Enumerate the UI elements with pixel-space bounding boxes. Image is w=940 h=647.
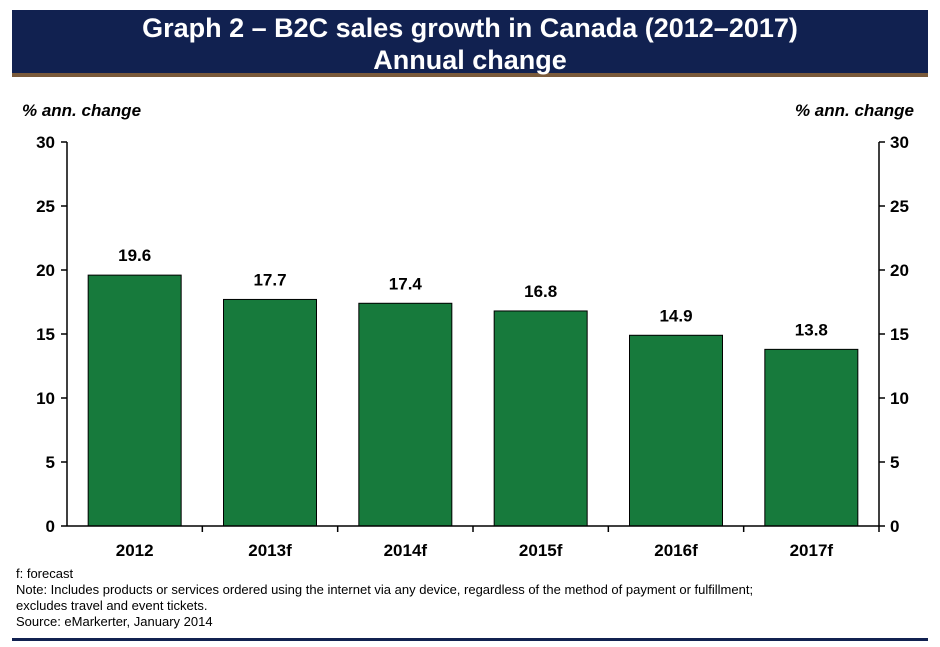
bar xyxy=(629,334,723,527)
chart-notes: f: forecast Note: Includes products or s… xyxy=(16,566,916,630)
category-label: 2013f xyxy=(248,541,292,560)
data-label: 17.7 xyxy=(253,270,286,289)
chart-title-bar: Graph 2 – B2C sales growth in Canada (20… xyxy=(12,10,928,77)
category-label: 2015f xyxy=(519,541,563,560)
y-tick-label-left: 30 xyxy=(36,133,55,152)
data-label: 14.9 xyxy=(659,306,692,325)
bar xyxy=(764,348,859,527)
y-axis-label-left: % ann. change xyxy=(22,101,141,120)
category-label: 2017f xyxy=(790,541,834,560)
category-label: 2012 xyxy=(116,541,154,560)
bar xyxy=(87,274,182,527)
y-tick-label-left: 25 xyxy=(36,197,55,216)
note-line-2: excludes travel and event tickets. xyxy=(16,598,208,613)
y-tick-label-right: 25 xyxy=(890,197,909,216)
chart-subtitle: Annual change xyxy=(373,45,567,75)
y-axis-label-right: % ann. change xyxy=(795,101,914,120)
y-tick-label-right: 20 xyxy=(890,261,909,280)
y-tick-label-left: 20 xyxy=(36,261,55,280)
bar xyxy=(223,298,317,527)
y-tick-label-left: 15 xyxy=(36,325,55,344)
source-note: Source: eMarkerter, January 2014 xyxy=(16,614,213,629)
category-label: 2016f xyxy=(654,541,698,560)
data-label: 13.8 xyxy=(795,320,828,339)
forecast-note: f: forecast xyxy=(16,566,74,581)
note-line-1: Note: Includes products or services orde… xyxy=(16,582,754,597)
y-tick-label-right: 5 xyxy=(890,453,899,472)
y-tick-label-left: 0 xyxy=(46,517,55,536)
category-label: 2014f xyxy=(384,541,428,560)
bar xyxy=(358,302,453,527)
y-tick-label-right: 30 xyxy=(890,133,909,152)
bar xyxy=(493,310,588,527)
y-tick-label-right: 0 xyxy=(890,517,899,536)
chart-title: Graph 2 – B2C sales growth in Canada (20… xyxy=(142,13,798,43)
data-label: 16.8 xyxy=(524,282,557,301)
y-tick-label-right: 15 xyxy=(890,325,909,344)
y-tick-label-right: 10 xyxy=(890,389,909,408)
data-label: 19.6 xyxy=(118,246,151,265)
y-tick-label-left: 10 xyxy=(36,389,55,408)
data-label: 17.4 xyxy=(389,274,423,293)
bottom-rule xyxy=(12,638,928,641)
y-tick-label-left: 5 xyxy=(46,453,55,472)
